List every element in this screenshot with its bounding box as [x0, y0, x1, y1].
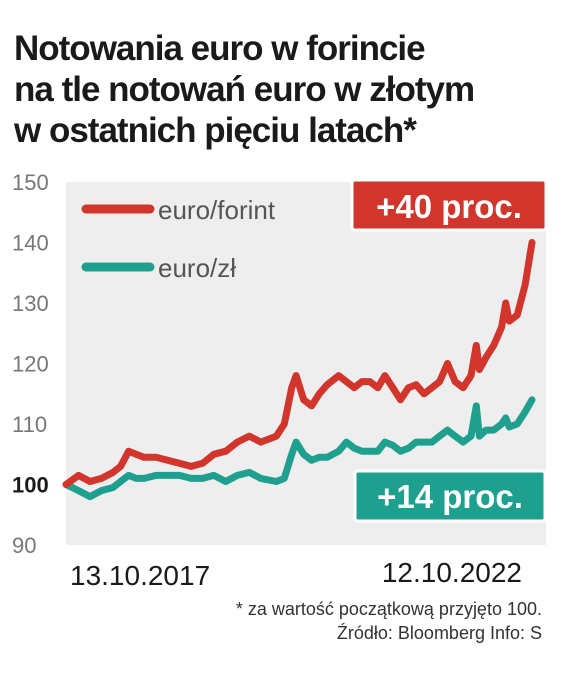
- badge-euro-forint-bg: [350, 178, 548, 232]
- y-axis-ticks: 90 100 110 120 130 140 150: [12, 170, 49, 558]
- y-tick-label-110: 110: [12, 412, 47, 437]
- badge-euro-zl-label: +14 proc.: [377, 478, 523, 515]
- series-line-euro-zl: [62, 396, 536, 501]
- x-tick-label-start: 13.10.2017: [70, 560, 210, 591]
- legend: euro/forint euro/zł: [81, 195, 276, 283]
- badge-euro-forint: +40 proc.: [350, 178, 548, 232]
- y-tick-label-120: 120: [12, 352, 49, 377]
- y-tick-label-140: 140: [12, 231, 49, 256]
- legend-label-euro-forint: euro/forint: [158, 195, 276, 225]
- x-tick-label-end: 12.10.2022: [382, 557, 522, 588]
- title-line-2: na tle notowań euro w złotym: [14, 70, 475, 109]
- y-tick-label-100: 100: [12, 473, 49, 498]
- y-tick-label-90: 90: [12, 533, 36, 558]
- legend-label-euro-zl: euro/zł: [158, 253, 236, 283]
- source-text: Źródło: Bloomberg Info: S: [336, 623, 542, 643]
- series-lines: [62, 239, 536, 501]
- footnote-text: * za wartość początkową przyjęto 100.: [235, 599, 542, 619]
- title-line-1: Notowania euro w forincie: [14, 29, 426, 68]
- badge-euro-forint-label: +40 proc.: [376, 188, 522, 225]
- y-tick-label-150: 150: [12, 170, 49, 195]
- chart-title: Notowania euro w forincie na tle notowań…: [14, 28, 554, 151]
- footnote-block: * za wartość początkową przyjęto 100. Źr…: [236, 597, 542, 645]
- badge-euro-zl-bg: [353, 469, 547, 523]
- badge-euro-zl: +14 proc.: [353, 469, 547, 523]
- series-line-euro-forint: [62, 239, 536, 488]
- y-tick-label-130: 130: [12, 291, 49, 316]
- title-line-3: w ostatnich pięciu latach*: [14, 111, 417, 150]
